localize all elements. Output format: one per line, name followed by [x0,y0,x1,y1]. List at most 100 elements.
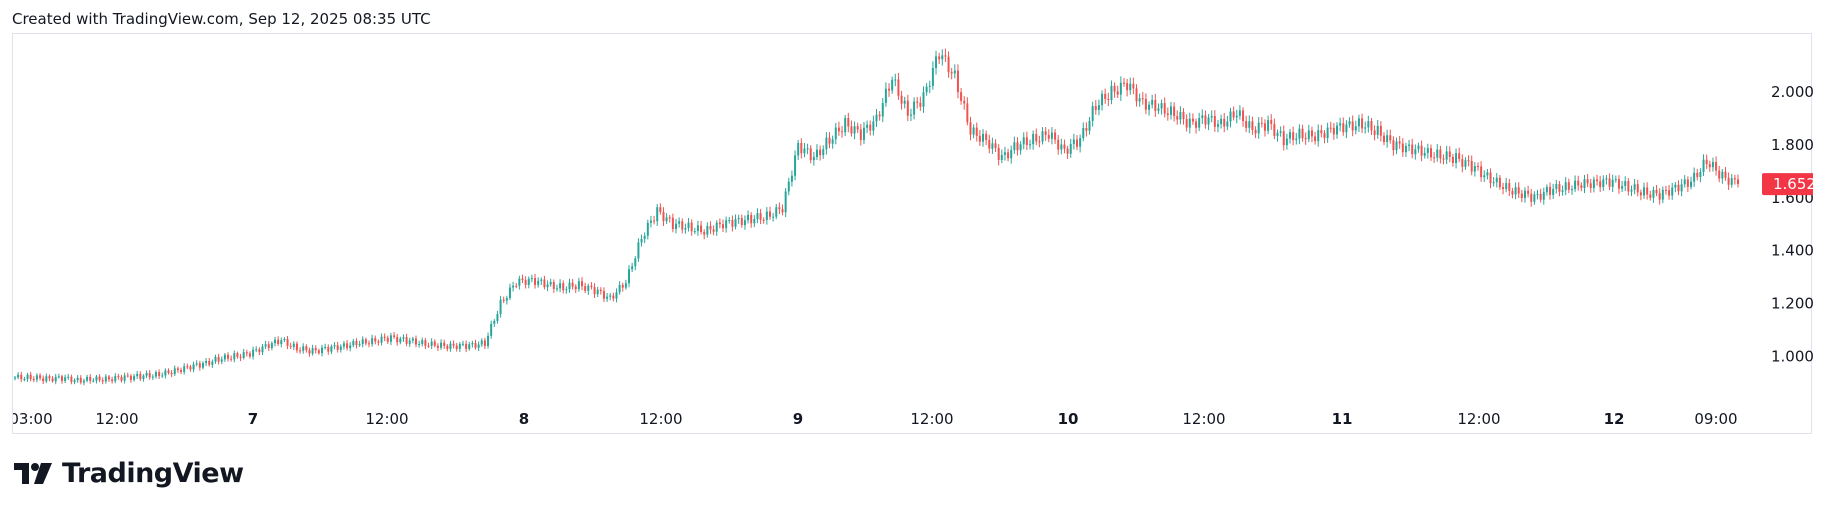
candle [261,344,264,355]
y-axis-tick-label: 1.000 [1771,347,1813,365]
chart-caption: Created with TradingView.com, Sep 12, 20… [12,10,431,28]
candle-body [286,339,289,346]
candle-body [280,340,283,345]
candle-body [1533,194,1536,202]
candle [1304,132,1307,145]
candle-body [1295,138,1298,141]
candle [82,378,85,386]
candle-body [1323,133,1326,139]
candle-body [402,337,405,339]
candle-body [712,229,715,232]
candle [1699,168,1702,183]
candle [1016,137,1019,156]
candle-body [17,374,20,378]
candle-body [740,218,743,226]
price-chart[interactable]: 1.0001.2001.4001.6001.8002.0001.65203:00… [13,34,1813,435]
candle [750,212,753,228]
candle [79,375,82,385]
candle-body [139,373,142,380]
candle [687,217,690,232]
candle-body [1195,121,1198,128]
candle [1066,145,1069,159]
candle [1536,189,1539,200]
candle-body [1458,153,1461,160]
candle [164,368,167,379]
candle [299,347,302,354]
candle-body [1617,179,1620,189]
candle-body [1176,116,1179,120]
candle-body [634,258,637,267]
candle [383,333,386,342]
candle [1702,154,1705,177]
candle [1614,175,1617,183]
candle-body [872,121,875,131]
chart-frame[interactable]: 1.000 1.200 1.400 1.600 1.800 2.000 1.652 03:00… [12,33,1813,435]
candle-body [136,373,139,377]
candle [1373,125,1376,141]
candle [1204,110,1207,129]
candle [1301,124,1304,142]
candle-body [775,207,778,217]
candle [126,372,129,378]
candle-body [111,379,114,382]
candle-body [684,228,687,230]
candle [67,373,70,380]
candle [32,376,35,383]
candle [217,353,220,365]
candle [997,144,1000,166]
candle [803,142,806,158]
candle-body [333,345,336,347]
tradingview-brand: TradingView [14,458,244,489]
candle-body [54,376,57,382]
candle [1636,179,1639,197]
candle [14,376,16,381]
x-axis-tick-label: 9 [793,410,803,428]
candle [590,282,593,290]
candle-body [29,374,32,380]
candle-body [624,283,627,288]
candle-body [1564,182,1567,191]
y-axis-tick-label: 2.000 [1771,83,1813,101]
candle [1323,130,1326,144]
candle-body [1179,112,1182,120]
candle [530,274,533,283]
candle [483,337,486,350]
candle-body [524,280,527,285]
candle-body [1038,141,1041,143]
candle [436,343,439,351]
candle-body [853,126,856,134]
candle [180,367,183,375]
candle [446,344,449,352]
candle-body [477,344,480,348]
candle [881,98,884,123]
candle [649,215,652,228]
candle-body [86,376,89,381]
candle [800,138,803,159]
candle-body [1436,149,1439,158]
candle [508,283,511,301]
candle-body [1674,184,1677,188]
candle [809,145,812,164]
candle-body [1395,141,1398,151]
candle-body [205,360,208,364]
candle-body [380,336,383,343]
candle-body [1307,130,1310,140]
candle-body [1298,128,1301,139]
candle-body [414,338,417,345]
candle [656,204,659,226]
candle-body [656,207,659,222]
candle-body [1326,127,1329,139]
candle [1107,92,1110,106]
candle [342,341,345,350]
candle [941,49,944,66]
candle-body [537,280,540,285]
candle-body [261,346,264,353]
candle [114,373,117,384]
candle-body [436,345,439,348]
candle-body [311,348,314,354]
candle [994,139,997,152]
candle [599,287,602,295]
candle-body [1464,160,1467,167]
last-price-label: 1.652 [1773,175,1813,193]
candle [1091,101,1094,127]
